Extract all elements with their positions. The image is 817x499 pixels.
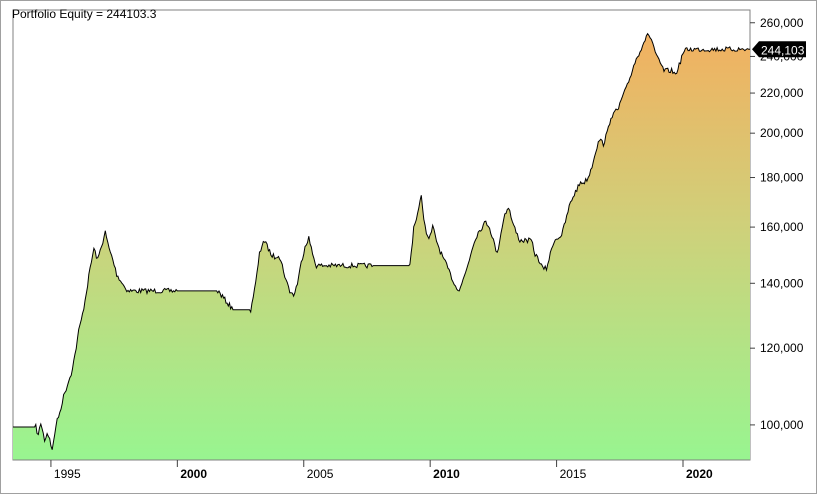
- y-tick-label: 220,000: [760, 86, 804, 100]
- equity-line-layer: [13, 32, 750, 450]
- equity-area-layer: [13, 33, 750, 460]
- y-tick-label: 180,000: [760, 171, 804, 185]
- y-tick-label: 200,000: [760, 126, 804, 140]
- y-tick-label: 100,000: [760, 418, 804, 432]
- y-tick-label: 160,000: [760, 220, 804, 234]
- last-value-badge: [752, 41, 806, 58]
- y-tick-label: 120,000: [760, 341, 804, 355]
- chart-title: Portfolio Equity = 244103.3: [12, 7, 157, 21]
- x-tick-label: 1995: [54, 467, 81, 481]
- x-tick-label: 2000: [180, 467, 207, 481]
- last-value-label: 244,103: [761, 43, 805, 57]
- x-tick-label: 2005: [307, 467, 334, 481]
- y-tick-label: 140,000: [760, 276, 804, 290]
- x-tick-label: 2020: [686, 467, 713, 481]
- x-tick-label: 2010: [433, 467, 460, 481]
- equity-line: [13, 32, 750, 450]
- x-axis: 1995 2000 2005 2010 2015 2020: [50, 460, 713, 481]
- y-tick-label: 260,000: [760, 16, 804, 30]
- equity-area: [13, 33, 750, 460]
- x-tick-label: 2015: [560, 467, 587, 481]
- last-value-marker: 244,103: [752, 41, 806, 58]
